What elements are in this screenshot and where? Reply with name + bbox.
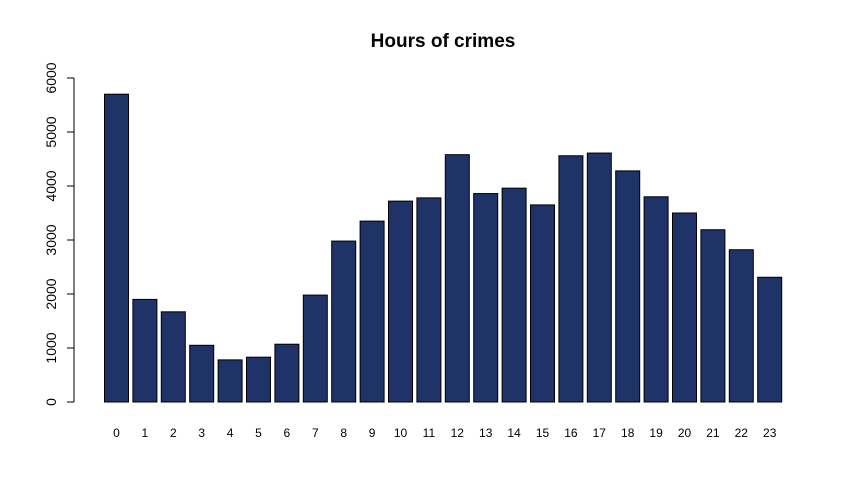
x-tick-label: 2: [170, 426, 177, 440]
bar-hour-13: [473, 193, 499, 403]
x-tick-label: 5: [255, 426, 262, 440]
x-tick-label: 13: [479, 426, 493, 440]
chart-title: Hours of crimes: [371, 31, 516, 52]
bar-hour-22: [728, 249, 754, 403]
bar-hour-10: [388, 200, 413, 403]
y-tick-label: 1000: [43, 332, 59, 363]
y-tick-label: 3000: [43, 224, 59, 255]
x-tick-label: 10: [394, 426, 408, 440]
bar-hour-11: [416, 197, 442, 403]
y-tick-label: 4000: [43, 170, 59, 201]
x-tick-label: 19: [649, 426, 663, 440]
x-tick-label: 14: [507, 426, 521, 440]
bar-hour-12: [444, 154, 470, 403]
bar-hour-16: [558, 155, 584, 403]
x-tick-labels: 0 1 2 3 4 5 6 7 8 9 10 11 12 13 14 15 16 17 18 19 20 21 22 23: [113, 426, 777, 440]
bar-hour-23: [757, 276, 783, 403]
x-tick-label: 4: [227, 426, 234, 440]
x-tick-label: 6: [284, 426, 291, 440]
bars-group: [104, 93, 783, 403]
x-tick-label: 3: [198, 426, 205, 440]
y-tick-label: 6000: [43, 62, 59, 93]
bar-hour-8: [331, 240, 357, 403]
bar-hour-14: [501, 187, 527, 403]
y-tick-label: 5000: [43, 116, 59, 147]
x-tick-label: 17: [593, 426, 607, 440]
bar-hour-0: [104, 93, 129, 403]
bar-hour-21: [700, 229, 726, 403]
bar-hour-20: [672, 212, 697, 403]
bar-hour-2: [160, 311, 186, 403]
bar-hour-4: [217, 359, 243, 403]
x-tick-label: 8: [340, 426, 347, 440]
x-tick-label: 12: [451, 426, 465, 440]
bar-hour-3: [189, 344, 215, 403]
bar-hour-19: [643, 196, 669, 403]
x-tick-label: 20: [678, 426, 692, 440]
bar-hour-18: [615, 170, 641, 403]
y-tick-label: 2000: [43, 278, 59, 309]
x-tick-label: 23: [763, 426, 777, 440]
x-tick-label: 21: [706, 426, 720, 440]
x-tick-label: 22: [735, 426, 749, 440]
bar-hour-5: [246, 356, 271, 403]
x-tick-label: 1: [142, 426, 149, 440]
x-tick-label: 9: [369, 426, 376, 440]
y-tick-label: 0: [43, 398, 59, 406]
x-tick-label: 18: [621, 426, 635, 440]
x-tick-label: 11: [423, 426, 436, 440]
bar-hour-17: [586, 152, 612, 403]
bar-hour-1: [132, 298, 158, 403]
x-tick-label: 0: [113, 426, 120, 440]
bar-hour-9: [359, 220, 385, 403]
bar-hour-6: [274, 343, 300, 403]
x-tick-label: 15: [536, 426, 550, 440]
x-tick-label: 7: [312, 426, 319, 440]
y-axis: 0 1000 2000 3000 4000 5000 6000: [43, 62, 75, 406]
x-tick-label: 16: [564, 426, 578, 440]
bar-hour-7: [302, 294, 328, 403]
bar-hour-15: [530, 204, 555, 403]
